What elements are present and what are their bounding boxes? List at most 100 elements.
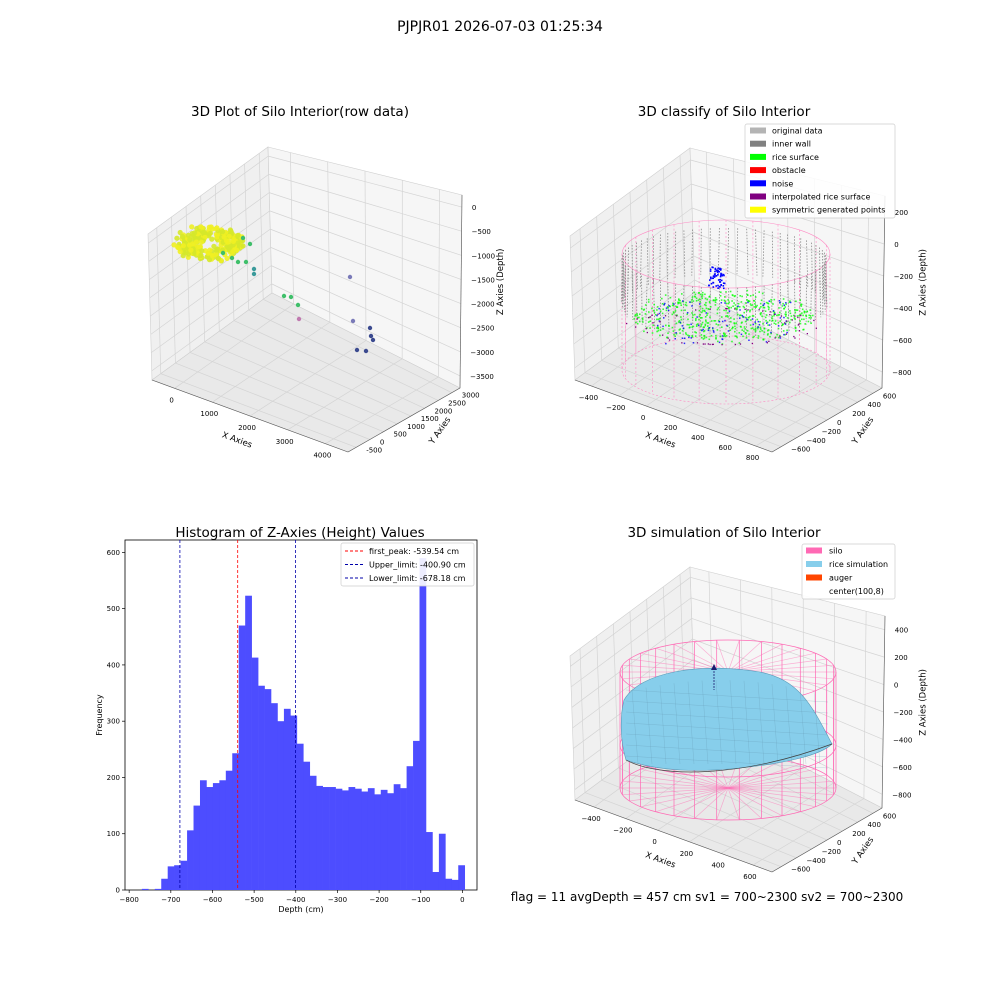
- chart2-rice-point: [681, 310, 683, 312]
- chart2-noise-point: [708, 285, 710, 287]
- chart2-ytick: −200: [822, 428, 841, 436]
- chart2-rice-point: [746, 310, 748, 312]
- chart1-ytick: 500: [394, 431, 407, 439]
- chart2-rice-point: [730, 329, 732, 331]
- chart2-rice-point: [704, 294, 706, 296]
- chart2-rice-point: [709, 339, 711, 341]
- chart2-rice-point: [730, 291, 732, 293]
- chart1-point: [224, 238, 229, 243]
- chart2-rice-point: [769, 336, 771, 338]
- chart2-rice-point: [761, 316, 763, 318]
- chart2-rice-point: [658, 330, 660, 332]
- chart1-point: [364, 349, 368, 353]
- chart2-noise-point: [723, 288, 725, 290]
- chart2-ytick: −600: [791, 446, 810, 454]
- chart2-rice-point: [720, 335, 722, 337]
- chart2-rice-point: [768, 309, 770, 311]
- chart1-point: [215, 234, 220, 239]
- chart2-rice-point: [695, 335, 697, 337]
- chart2-rice-point: [714, 300, 716, 302]
- chart2-interp-point: [697, 342, 698, 343]
- chart4-xtick: 600: [743, 873, 756, 881]
- chart2-rice-point: [755, 327, 757, 329]
- chart2-rice-point: [686, 305, 688, 307]
- chart2-legend-swatch: [750, 180, 766, 186]
- chart2-rice-point: [747, 290, 749, 292]
- chart2-noise-point: [701, 330, 703, 332]
- chart2-noise-point: [666, 307, 668, 309]
- chart2-rice-point: [732, 294, 734, 296]
- chart1-ytick: 2500: [448, 399, 466, 407]
- chart2-rice-point: [744, 326, 746, 328]
- chart2-rice-point: [750, 319, 752, 321]
- chart2-rice-point: [757, 319, 759, 321]
- chart2-rice-point: [702, 308, 704, 310]
- chart2-rice-point: [787, 317, 789, 319]
- chart2-rice-point: [810, 315, 812, 317]
- chart3-legend-label: first_peak: -539.54 cm: [369, 547, 459, 556]
- chart2-rice-point: [716, 299, 718, 301]
- chart2-noise-point: [713, 331, 715, 333]
- chart2-noise-point: [683, 328, 685, 330]
- chart1-point: [228, 244, 233, 249]
- chart2-rice-point: [692, 317, 694, 319]
- chart2-noise-point: [722, 335, 724, 337]
- chart2-noise-point: [786, 332, 788, 334]
- chart2-rice-point: [783, 298, 785, 300]
- chart2-rice-point: [700, 317, 702, 319]
- chart4-ytick: 0: [837, 839, 841, 847]
- chart2-noise-point: [724, 302, 726, 304]
- chart2-rice-point: [727, 312, 729, 314]
- chart2-noise-point: [717, 268, 719, 270]
- chart2-noise-point: [682, 338, 684, 340]
- chart2-noise-point: [757, 327, 759, 329]
- chart2-rice-point: [686, 314, 688, 316]
- chart1-ztick: −3500: [470, 373, 494, 381]
- chart2-rice-point: [789, 310, 791, 312]
- chart2-noise-point: [720, 276, 722, 278]
- chart3-bar: [168, 866, 175, 890]
- chart3-bar: [342, 790, 349, 890]
- chart2-noise-point: [719, 321, 721, 323]
- chart3-bar: [420, 558, 427, 890]
- chart2-rice-point: [679, 332, 681, 334]
- chart3-bar: [161, 879, 168, 890]
- chart2-noise-point: [728, 330, 730, 332]
- chart2-rice-point: [637, 323, 639, 325]
- chart2-noise-point: [715, 268, 717, 270]
- chart2-noise-point: [716, 270, 718, 272]
- chart2-noise-point: [766, 322, 768, 324]
- chart2-xtick: −200: [606, 404, 625, 412]
- chart2-rice-point: [748, 300, 750, 302]
- chart3-bar: [258, 686, 265, 890]
- chart1-point: [236, 260, 240, 264]
- chart2-ztick: 0: [894, 241, 898, 249]
- chart2-noise-point: [722, 321, 724, 323]
- chart1-zlabel: Z Axies (Depth): [496, 249, 506, 316]
- chart2-rice-point: [717, 313, 719, 315]
- chart2-rice-point: [721, 299, 723, 301]
- chart4-legend-label: auger: [829, 574, 853, 583]
- chart2-rice-point: [673, 305, 675, 307]
- chart2-interp-point: [735, 344, 736, 345]
- chart2-rice-point: [750, 305, 752, 307]
- chart2-rice-point: [657, 306, 659, 308]
- chart2-interp-point: [793, 336, 794, 337]
- chart2-noise-point: [724, 283, 726, 285]
- chart2-rice-point: [750, 303, 752, 305]
- chart2-noise-point: [721, 273, 723, 275]
- chart4-xtick: −200: [613, 827, 632, 835]
- chart2-rice-point: [739, 306, 741, 308]
- chart2-rice-point: [759, 308, 761, 310]
- chart2-rice-point: [699, 314, 701, 316]
- chart2-rice-point: [711, 335, 713, 337]
- chart1-point: [296, 303, 300, 307]
- chart3-bar: [290, 716, 297, 890]
- chart2-legend-swatch: [750, 154, 766, 160]
- chart1-raw-data: 01000200030004000-5000500100015002000250…: [148, 147, 506, 460]
- chart2-noise-point: [720, 284, 722, 286]
- chart3-bar: [445, 879, 452, 890]
- chart2-noise-point: [717, 272, 719, 274]
- chart2-rice-point: [803, 329, 805, 331]
- chart2-interp-point: [807, 333, 808, 334]
